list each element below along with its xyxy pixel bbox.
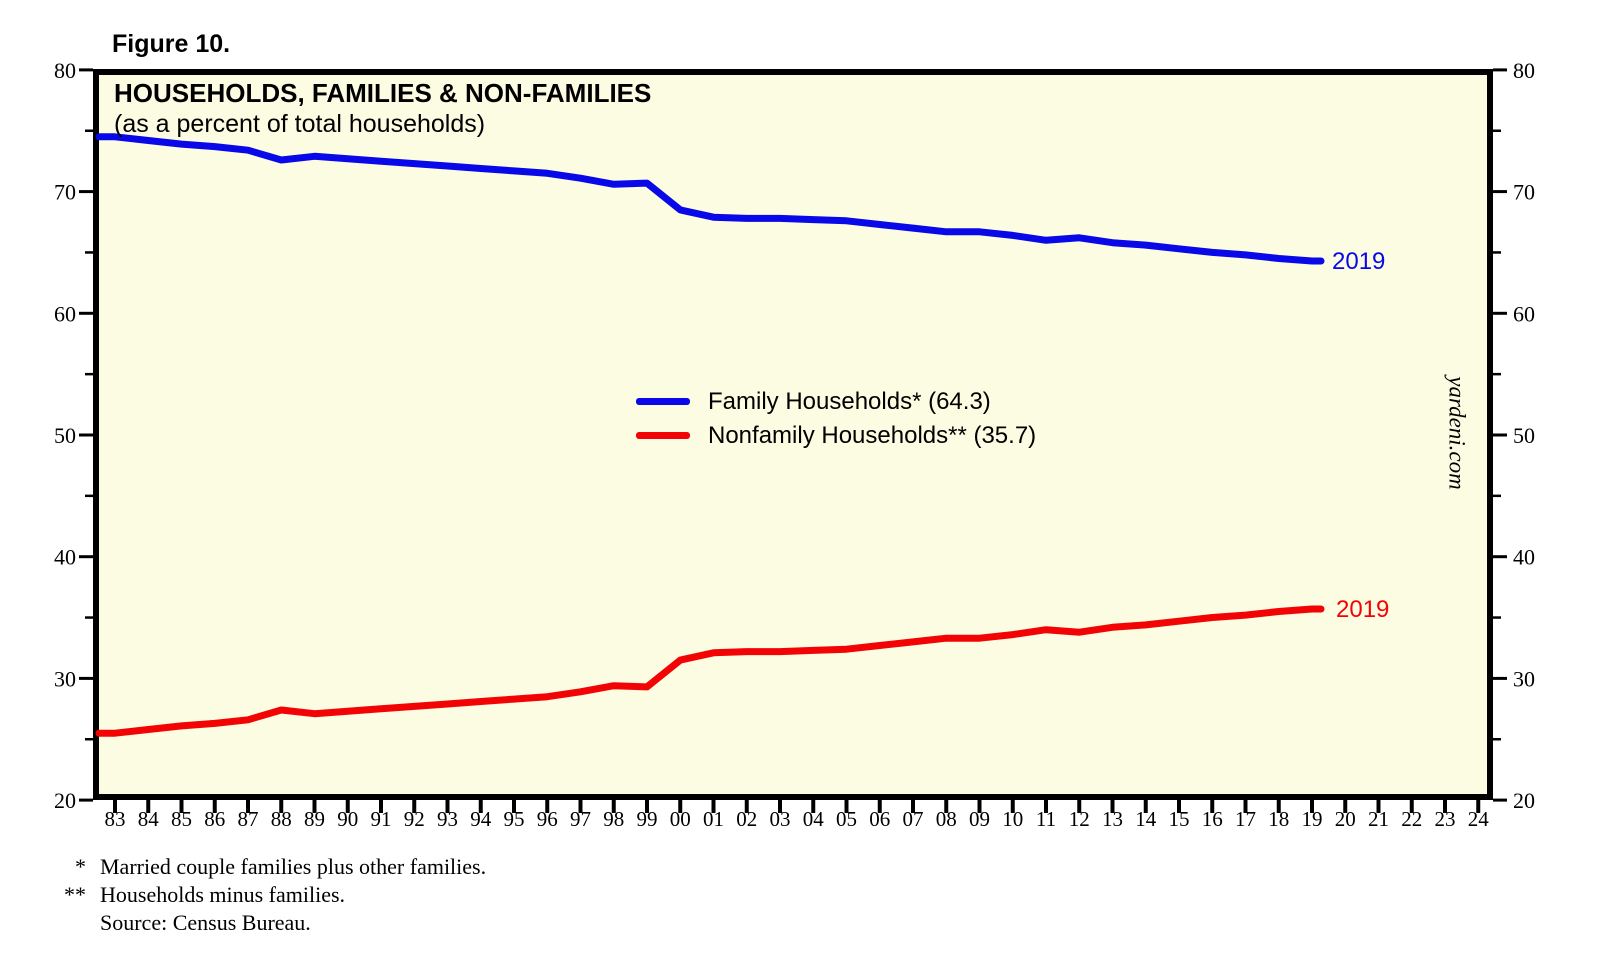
footnote-text: Married couple families plus other famil… (100, 854, 487, 879)
x-axis-label: 92 (404, 807, 425, 831)
chart-legend: Family Households* (64.3) Nonfamily Hous… (636, 388, 1036, 449)
y-axis-label-right: 30 (1513, 666, 1535, 691)
x-axis-label: 17 (1235, 807, 1256, 831)
x-axis-label: 93 (437, 807, 458, 831)
chart-subtitle: (as a percent of total households) (114, 110, 486, 138)
series-line-family (95, 133, 1325, 265)
footnotes: * Married couple families plus other fam… (52, 853, 486, 937)
y-axis-label-left: 80 (54, 58, 76, 83)
x-axis-label: 00 (670, 807, 691, 831)
x-axis-label: 21 (1368, 807, 1389, 831)
footnote-row: Source: Census Bureau. (52, 909, 486, 937)
x-axis-label: 86 (204, 807, 225, 831)
footnote-row: ** Households minus families. (52, 881, 486, 909)
x-axis-label: 05 (836, 807, 857, 831)
footnote-text: Households minus families. (100, 882, 346, 907)
x-axis-label: 03 (770, 807, 791, 831)
legend-swatch-nonfamily-line (636, 432, 690, 439)
x-axis-label: 87 (238, 807, 259, 831)
footnote-marker: * (75, 854, 86, 879)
x-axis-label: 96 (537, 807, 558, 831)
legend-label-family: Family Households* (64.3) (708, 387, 991, 415)
footnote-marker: ** (64, 882, 86, 907)
y-axis-label-right: 40 (1513, 545, 1535, 570)
legend-label-nonfamily: Nonfamily Households** (35.7) (708, 421, 1037, 449)
x-axis-label: 91 (371, 807, 392, 831)
x-axis-label: 99 (637, 807, 658, 831)
y-axis-label-right: 20 (1513, 788, 1535, 813)
x-axis-label: 84 (138, 807, 160, 831)
series-line-nonfamily (95, 605, 1325, 737)
y-axis-label-right: 60 (1513, 301, 1535, 326)
y-axis-label-left: 50 (54, 423, 76, 448)
series-end-label-family: 2019 (1332, 248, 1386, 275)
x-axis-label: 98 (603, 807, 624, 831)
x-axis-label: 02 (736, 807, 757, 831)
x-axis-label: 18 (1268, 807, 1289, 831)
x-axis-label: 97 (570, 807, 591, 831)
x-axis-label: 01 (703, 807, 724, 831)
legend-item-family: Family Households* (64.3) (636, 388, 1036, 415)
x-axis-label: 09 (969, 807, 990, 831)
y-axis-label-left: 30 (54, 666, 76, 691)
x-axis-label: 20 (1335, 807, 1356, 831)
y-axis-label-left: 70 (54, 180, 76, 205)
x-axis-label: 88 (271, 807, 292, 831)
x-axis-label: 15 (1169, 807, 1190, 831)
y-axis-label-right: 70 (1513, 180, 1535, 205)
x-axis-label: 07 (903, 807, 924, 831)
figure-label: Figure 10. (112, 30, 231, 58)
y-axis-label-left: 40 (54, 545, 76, 570)
legend-item-nonfamily: Nonfamily Households** (35.7) (636, 422, 1036, 449)
x-axis-label: 83 (105, 807, 126, 831)
watermark-yardeni: yardeni.com (1444, 376, 1470, 490)
footnote-marker (52, 909, 100, 937)
legend-swatch-family-line (636, 398, 690, 405)
x-axis-label: 08 (936, 807, 957, 831)
x-axis-label: 10 (1002, 807, 1023, 831)
y-axis-label-left: 60 (54, 301, 76, 326)
footnote-text: Source: Census Bureau. (100, 910, 311, 935)
y-axis-label-left: 20 (54, 788, 76, 813)
x-axis-label: 94 (470, 807, 492, 831)
x-axis-label: 13 (1102, 807, 1123, 831)
x-axis-label: 90 (337, 807, 358, 831)
x-axis-label: 16 (1202, 807, 1223, 831)
x-axis-label: 85 (171, 807, 192, 831)
footnote-row: * Married couple families plus other fam… (52, 853, 486, 881)
x-axis-label: 19 (1302, 807, 1323, 831)
x-axis-label: 12 (1069, 807, 1090, 831)
y-axis-label-right: 50 (1513, 423, 1535, 448)
y-axis-label-right: 80 (1513, 58, 1535, 83)
x-axis-label: 11 (1036, 807, 1056, 831)
x-axis-label: 23 (1435, 807, 1456, 831)
series-end-label-nonfamily: 2019 (1336, 596, 1390, 623)
chart-title: HOUSEHOLDS, FAMILIES & NON-FAMILIES (114, 78, 652, 108)
x-axis-label: 24 (1468, 807, 1490, 831)
x-axis-label: 22 (1401, 807, 1422, 831)
x-axis-label: 95 (504, 807, 525, 831)
plot-frame (93, 69, 1493, 800)
x-axis-label: 89 (304, 807, 325, 831)
x-axis-label: 04 (803, 807, 825, 831)
x-axis-label: 06 (869, 807, 890, 831)
x-axis-label: 14 (1135, 807, 1157, 831)
